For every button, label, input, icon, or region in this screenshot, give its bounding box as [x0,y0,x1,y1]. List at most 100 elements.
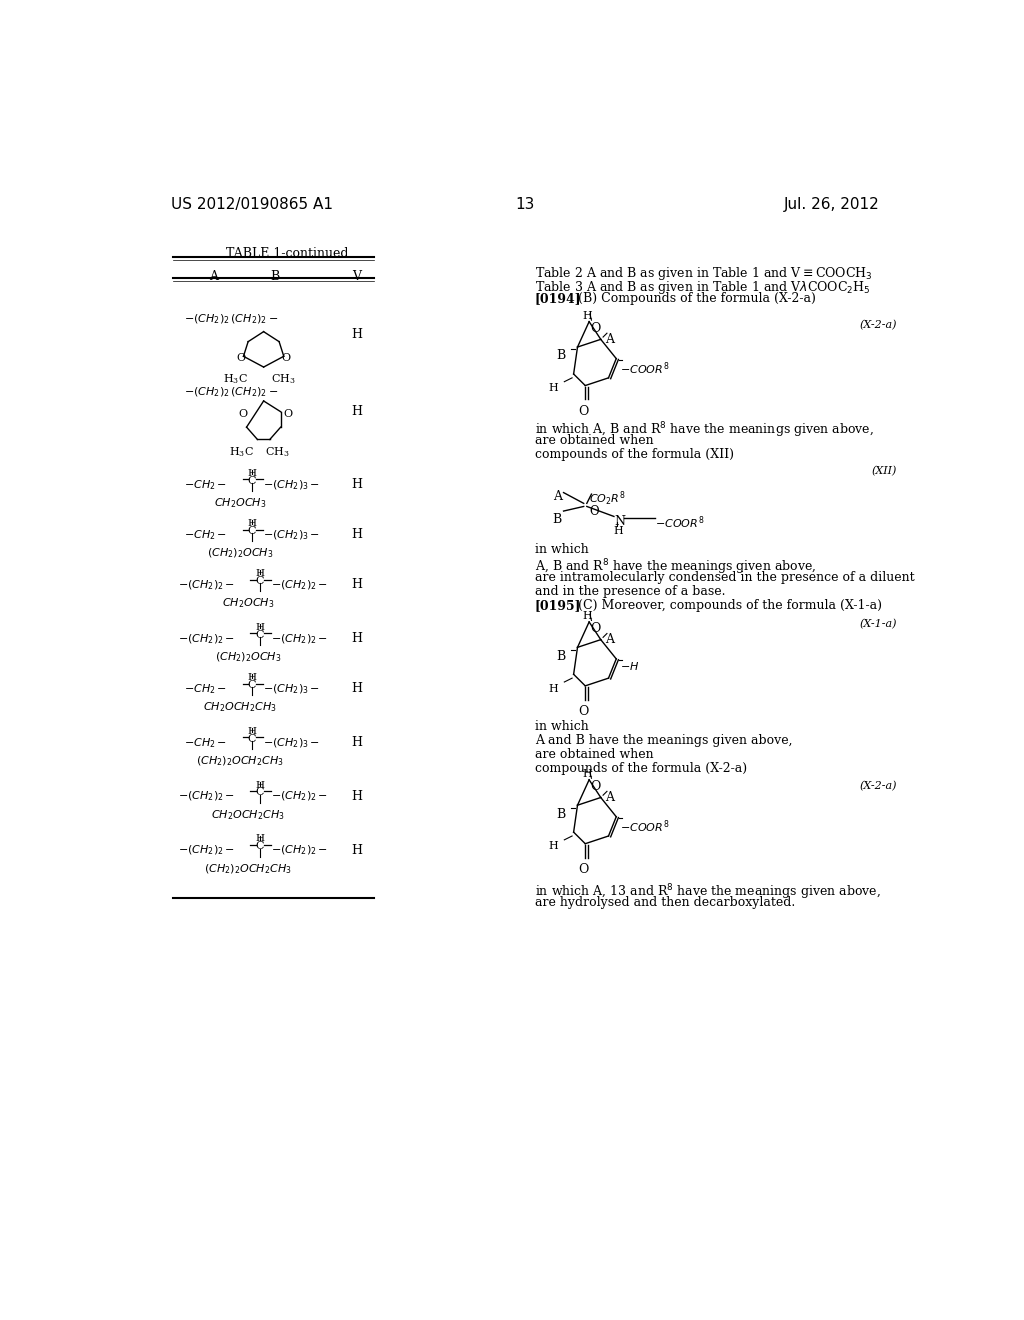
Text: Jul. 26, 2012: Jul. 26, 2012 [784,197,880,213]
Text: A: A [604,792,613,804]
Text: A: A [209,271,218,282]
Text: H: H [248,726,256,735]
Text: H: H [255,623,264,632]
Text: $-CH_2-$: $-CH_2-$ [183,682,226,696]
Text: O: O [579,863,589,876]
Text: H: H [549,684,558,693]
Text: (X-1-a): (X-1-a) [859,619,897,630]
Text: A: A [604,634,613,647]
Text: $-CH_2-$: $-CH_2-$ [183,478,226,492]
Text: $-(CH_2)_2\,(CH_2)_2-$: $-(CH_2)_2\,(CH_2)_2-$ [183,385,279,399]
Text: H: H [549,841,558,851]
Text: (B) Compounds of the formula (X-2-a): (B) Compounds of the formula (X-2-a) [579,293,816,305]
Text: Table 3 A and B as given in Table 1 and V$\lambda$COOC$_2$H$_5$: Table 3 A and B as given in Table 1 and … [535,279,870,296]
Text: O: O [237,354,246,363]
Text: O: O [591,322,601,335]
Text: H: H [255,834,264,843]
Text: $(CH_2)_2OCH_3$: $(CH_2)_2OCH_3$ [207,546,273,560]
Text: $-(CH_2)_2-$: $-(CH_2)_2-$ [270,578,328,591]
Text: $\mathregular{H_3C}$: $\mathregular{H_3C}$ [229,446,254,459]
Text: $CH_2OCH_3$: $CH_2OCH_3$ [214,496,266,511]
Text: H: H [248,673,256,681]
Text: $-H$: $-H$ [621,660,640,672]
Text: H: H [351,327,362,341]
Text: B: B [557,808,566,821]
Text: $-(CH_2)_3-$: $-(CH_2)_3-$ [263,737,319,750]
Text: $\mathregular{CH_3}$: $\mathregular{CH_3}$ [271,372,296,387]
Text: H: H [613,525,623,536]
Text: (C) Moreover, compounds of the formula (X-1-a): (C) Moreover, compounds of the formula (… [579,599,883,612]
Text: H: H [351,528,362,541]
Text: $-COOR^8$: $-COOR^8$ [655,515,705,531]
Text: [0194]: [0194] [535,293,582,305]
Text: are obtained when: are obtained when [535,434,653,447]
Text: $-(CH_2)_2-$: $-(CH_2)_2-$ [270,632,328,645]
Text: (X-2-a): (X-2-a) [859,321,897,330]
Text: H: H [351,737,362,748]
Text: $-(CH_2)_3-$: $-(CH_2)_3-$ [263,682,319,696]
Text: $(CH_2)_2OCH_2CH_3$: $(CH_2)_2OCH_2CH_3$ [197,755,285,768]
Text: C: C [248,680,256,689]
Text: C: C [248,734,256,743]
Text: H: H [583,611,593,622]
Text: are obtained when: are obtained when [535,748,653,762]
Text: H: H [351,478,362,491]
Text: $-(CH_2)_2-$: $-(CH_2)_2-$ [178,632,236,645]
Text: O: O [238,409,247,418]
Text: A: A [553,490,562,503]
Text: [0195]: [0195] [535,599,582,612]
Text: H: H [255,780,264,789]
Text: $CO_2R^8$: $CO_2R^8$ [589,490,626,508]
Text: C: C [256,841,264,851]
Text: $-(CH_2)_2-$: $-(CH_2)_2-$ [270,789,328,804]
Text: H: H [255,569,264,578]
Text: $-(CH_2)_2-$: $-(CH_2)_2-$ [178,578,236,591]
Text: O: O [589,506,599,517]
Text: Table 2 A and B as given in Table 1 and V$\mathdefault{{\equiv}}$COOCH$_3$: Table 2 A and B as given in Table 1 and … [535,264,872,281]
Text: O: O [591,622,601,635]
Text: $-(CH_2)_3-$: $-(CH_2)_3-$ [263,528,319,541]
Text: H: H [248,519,256,528]
Text: (XII): (XII) [871,466,897,477]
Text: C: C [256,788,264,797]
Text: compounds of the formula (XII): compounds of the formula (XII) [535,447,734,461]
Text: $-(CH_2)_2-$: $-(CH_2)_2-$ [178,789,236,804]
Text: V: V [352,271,361,282]
Text: (X-2-a): (X-2-a) [859,780,897,791]
Text: B: B [557,649,566,663]
Text: A, B and R$^8$ have the meanings given above,: A, B and R$^8$ have the meanings given a… [535,557,816,577]
Text: $CH_2OCH_2CH_3$: $CH_2OCH_2CH_3$ [211,808,285,822]
Text: $-CH_2-$: $-CH_2-$ [183,528,226,541]
Text: A and B have the meanings given above,: A and B have the meanings given above, [535,734,793,747]
Text: $(CH_2)_2OCH_3$: $(CH_2)_2OCH_3$ [215,651,282,664]
Text: H: H [351,632,362,645]
Text: O: O [579,405,589,418]
Text: $-(CH_2)_2-$: $-(CH_2)_2-$ [178,843,236,857]
Text: O: O [283,409,292,418]
Text: in which: in which [535,721,589,734]
Text: $CH_2OCH_2CH_3$: $CH_2OCH_2CH_3$ [204,701,278,714]
Text: H: H [351,405,362,418]
Text: $\mathregular{H_3C}$: $\mathregular{H_3C}$ [223,372,248,387]
Text: in which: in which [535,544,589,557]
Text: are intramolecularly condensed in the presence of a diluent: are intramolecularly condensed in the pr… [535,572,914,585]
Text: B: B [553,512,562,525]
Text: B: B [270,271,280,282]
Text: H: H [583,770,593,779]
Text: O: O [282,354,291,363]
Text: and in the presence of a base.: and in the presence of a base. [535,585,725,598]
Text: $-COOR^8$: $-COOR^8$ [621,818,670,834]
Text: $-CH_2-$: $-CH_2-$ [183,737,226,750]
Text: are hydrolysed and then decarboxylated.: are hydrolysed and then decarboxylated. [535,896,795,909]
Text: $\mathregular{CH_3}$: $\mathregular{CH_3}$ [265,446,290,459]
Text: H: H [351,789,362,803]
Text: H: H [583,312,593,321]
Text: B: B [557,350,566,363]
Text: H: H [351,578,362,591]
Text: H: H [549,383,558,393]
Text: $-(CH_2)_2-$: $-(CH_2)_2-$ [270,843,328,857]
Text: C: C [256,630,264,640]
Text: H: H [248,469,256,478]
Text: $CH_2OCH_3$: $CH_2OCH_3$ [222,597,274,610]
Text: N: N [614,515,625,528]
